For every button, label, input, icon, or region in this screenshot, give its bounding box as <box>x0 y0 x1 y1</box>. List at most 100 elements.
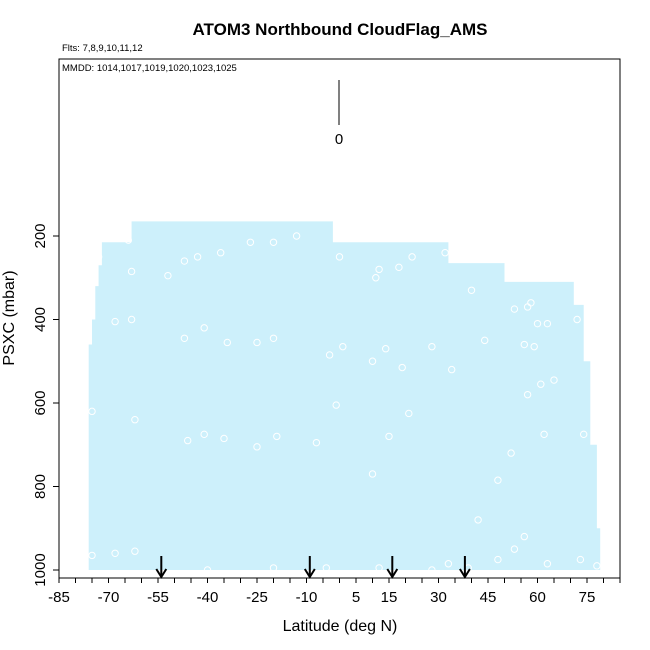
cloud-point <box>180 257 189 265</box>
cloud-point <box>94 253 103 261</box>
cloud-point <box>474 516 482 524</box>
cloud-point <box>494 555 502 564</box>
coverage-area <box>88 221 601 570</box>
cloud-point <box>200 324 208 332</box>
x-tick-label: 30 <box>430 589 447 606</box>
cloud-point <box>332 401 340 409</box>
x-tick-label: -25 <box>246 589 268 606</box>
latitude-arrow <box>303 556 316 579</box>
cloud-point <box>375 564 383 572</box>
cloud-point <box>520 340 528 349</box>
cloud-point <box>372 274 380 282</box>
cloud-point <box>510 305 519 313</box>
cloud-point <box>368 470 377 478</box>
cloud-point <box>88 407 96 416</box>
cloud-point <box>193 253 202 261</box>
cloud-point <box>527 299 535 307</box>
cloud-point <box>269 238 278 246</box>
cloud-point <box>131 547 139 555</box>
cloud-point <box>312 438 321 447</box>
cloud-point <box>375 265 383 274</box>
cloud-point <box>253 338 261 347</box>
cloud-point <box>530 342 538 351</box>
cloud-point <box>481 336 489 345</box>
cloud-point <box>88 551 96 560</box>
cloud-point <box>223 338 232 347</box>
cloud-point <box>131 416 139 424</box>
x-tick-label: 60 <box>529 589 546 606</box>
cloud-point <box>127 267 136 276</box>
cloud-point <box>580 430 588 439</box>
cloud-point <box>510 545 519 553</box>
cloud-point <box>576 555 585 564</box>
x-tick-label: -55 <box>147 589 169 606</box>
cloud-point <box>273 432 281 441</box>
x-tick-label: -70 <box>98 589 120 606</box>
cloud-points <box>88 232 601 574</box>
cloud-point <box>180 334 189 342</box>
cloud-point <box>550 376 558 384</box>
cloud-point <box>507 449 515 457</box>
x-axis-title: Latitude (deg N) <box>283 618 398 635</box>
y-tick-label: 600 <box>32 390 49 415</box>
y-tick-label: 200 <box>32 223 49 248</box>
cloud-point <box>428 342 436 351</box>
cloud-point <box>428 566 436 574</box>
cloud-point <box>253 443 261 451</box>
cloud-point <box>382 345 390 353</box>
cloud-point <box>494 476 502 484</box>
latitude-arrow <box>386 556 399 579</box>
x-tick-label: 45 <box>480 589 497 606</box>
cloud-point <box>405 409 413 418</box>
cloud-point <box>184 436 192 445</box>
x-tick-label: 15 <box>381 589 398 606</box>
x-tick-label: 5 <box>352 589 360 606</box>
cloud-point <box>269 564 278 572</box>
cloud-point <box>111 317 119 326</box>
cloud-point <box>203 566 212 574</box>
latitude-arrow <box>459 556 471 579</box>
x-axis: -85 -70 -55 -40 -25 -10 5 15 30 45 60 75 <box>48 578 621 606</box>
cloud-point <box>441 249 449 257</box>
cloud-point <box>593 562 601 570</box>
legend-value-label: 0 <box>335 131 343 148</box>
cloud-point <box>395 263 403 272</box>
cloud-point <box>124 236 133 244</box>
cloud-point <box>540 430 548 439</box>
cloud-point <box>408 253 416 261</box>
cloud-point <box>200 430 208 439</box>
cloud-point <box>543 319 552 328</box>
cloud-point <box>246 238 255 246</box>
cloud-point <box>444 560 453 568</box>
cloud-point <box>322 564 330 572</box>
y-axis-title: PSXC (mbar) <box>1 270 18 365</box>
cloud-point <box>220 434 228 443</box>
coverage-fill <box>88 221 601 570</box>
latitude-markers <box>155 556 471 579</box>
cloud-point <box>523 390 532 399</box>
cloud-point <box>543 560 552 568</box>
dates-label: MMDD: 1014,1017,1019,1020,1023,1025 <box>62 63 237 74</box>
cloud-point <box>467 286 476 294</box>
x-tick-label: -10 <box>296 589 318 606</box>
x-tick-label: -40 <box>197 589 219 606</box>
latitude-arrow <box>155 556 168 579</box>
cloud-point <box>325 351 334 359</box>
y-tick-label: 1000 <box>32 553 49 586</box>
cloud-point <box>385 432 393 441</box>
y-axis: 200 400 600 800 1000 <box>32 223 59 587</box>
flights-label: Flts: 7,8,9,10,11,12 <box>62 43 143 54</box>
cloud-point <box>335 253 344 261</box>
cloud-point <box>448 365 456 374</box>
cloud-point <box>520 532 528 541</box>
y-tick-label: 800 <box>32 474 49 499</box>
cloud-point <box>269 334 278 342</box>
cloud-point <box>533 319 542 328</box>
cloud-point <box>127 315 136 324</box>
x-tick-label: 75 <box>579 589 596 606</box>
cloud-point <box>537 380 545 388</box>
x-tick-label: -85 <box>48 589 70 606</box>
cloud-point <box>217 249 225 257</box>
y-tick-label: 400 <box>32 307 49 332</box>
